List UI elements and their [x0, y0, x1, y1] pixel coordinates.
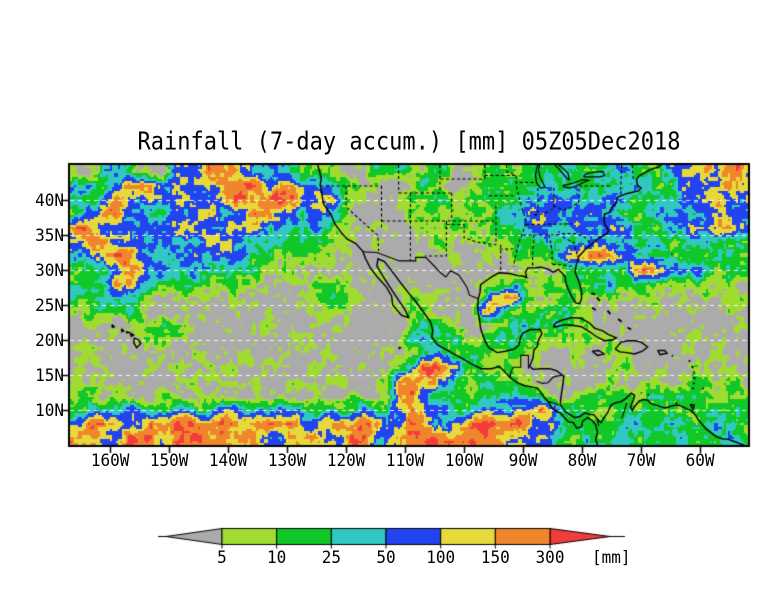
x-axis-label-140W: 140W	[208, 449, 248, 471]
colorbar-label-150: 150	[480, 546, 510, 568]
x-axis-label-120W: 120W	[326, 449, 366, 471]
colorbar-unit-label: [mm]	[592, 546, 631, 568]
x-axis-label-160W: 160W	[90, 449, 130, 471]
colorbar-label-50: 50	[376, 546, 396, 568]
x-axis-label-60W: 60W	[685, 449, 715, 471]
x-axis-label-80W: 80W	[567, 449, 597, 471]
x-axis-label-150W: 150W	[149, 449, 189, 471]
y-axis-label-35N: 35N	[35, 224, 64, 246]
colorbar-label-5: 5	[217, 546, 227, 568]
y-axis-label-30N: 30N	[35, 259, 64, 281]
y-axis-label-15N: 15N	[35, 364, 64, 386]
y-axis-label-25N: 25N	[35, 294, 64, 316]
y-axis-label-20N: 20N	[35, 329, 64, 351]
colorbar-label-25: 25	[321, 546, 341, 568]
colorbar-label-10: 10	[267, 546, 287, 568]
plot-title: Rainfall (7-day accum.) [mm] 05Z05Dec201…	[137, 128, 681, 156]
x-axis-label-110W: 110W	[385, 449, 425, 471]
y-axis-label-40N: 40N	[35, 189, 64, 211]
x-axis-label-90W: 90W	[508, 449, 538, 471]
x-axis-label-100W: 100W	[444, 449, 484, 471]
y-axis-label-10N: 10N	[35, 399, 64, 421]
x-axis-label-70W: 70W	[626, 449, 656, 471]
colorbar-label-300: 300	[535, 546, 565, 568]
colorbar-label-100: 100	[426, 546, 456, 568]
x-axis-label-130W: 130W	[267, 449, 307, 471]
